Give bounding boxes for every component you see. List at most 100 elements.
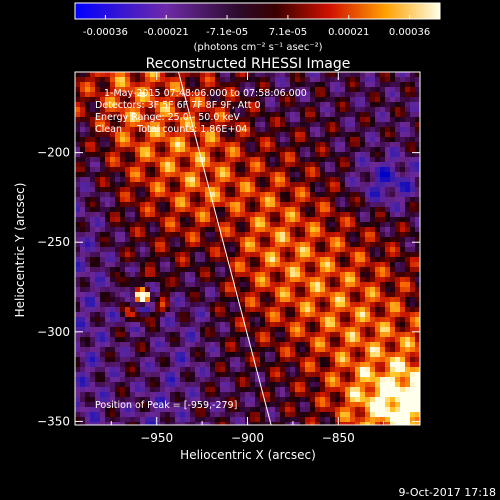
heatmap-cell xyxy=(340,412,346,418)
heatmap-cell xyxy=(80,232,86,238)
heatmap-cell xyxy=(265,407,271,413)
heatmap-cell xyxy=(380,212,386,218)
heatmap-cell xyxy=(380,207,386,213)
heatmap-cell xyxy=(365,142,371,148)
heatmap-cell xyxy=(275,327,281,333)
heatmap-cell xyxy=(170,212,176,218)
heatmap-cell xyxy=(160,117,166,123)
heatmap-cell xyxy=(215,387,221,393)
heatmap-cell xyxy=(205,372,211,378)
heatmap-cell xyxy=(90,362,96,368)
heatmap-cell xyxy=(415,302,420,308)
heatmap-cell xyxy=(210,242,216,248)
heatmap-cell xyxy=(245,377,251,383)
heatmap-cell xyxy=(400,237,406,243)
heatmap-cell xyxy=(365,257,371,263)
heatmap-cell xyxy=(305,392,311,398)
heatmap-cell xyxy=(365,397,371,403)
heatmap-cell xyxy=(75,327,81,333)
heatmap-cell xyxy=(110,367,116,373)
heatmap-cell xyxy=(165,187,171,193)
heatmap-cell xyxy=(280,232,286,238)
heatmap-cell xyxy=(355,197,361,203)
heatmap-cell xyxy=(410,407,416,413)
heatmap-cell xyxy=(195,112,201,118)
heatmap-cell xyxy=(310,167,316,173)
heatmap-cell xyxy=(235,392,241,398)
heatmap-cell xyxy=(135,212,141,218)
heatmap-cell xyxy=(325,287,331,293)
heatmap-cell xyxy=(415,137,420,143)
heatmap-cell xyxy=(120,412,126,418)
heatmap-cell xyxy=(310,122,316,128)
heatmap-cell xyxy=(125,177,131,183)
heatmap-cell xyxy=(130,247,136,253)
heatmap-cell xyxy=(300,342,306,348)
heatmap-cell xyxy=(265,422,271,425)
heatmap-cell xyxy=(175,192,181,198)
heatmap-cell xyxy=(75,387,81,393)
heatmap-cell xyxy=(205,397,211,403)
heatmap-cell xyxy=(190,302,196,308)
heatmap-cell xyxy=(155,152,161,158)
heatmap-cell xyxy=(85,302,91,308)
heatmap-cell xyxy=(140,357,146,363)
heatmap-cell xyxy=(155,367,161,373)
heatmap-cell xyxy=(105,132,111,138)
heatmap-cell xyxy=(120,142,126,148)
heatmap-cell xyxy=(375,317,381,323)
heatmap-cell xyxy=(165,122,171,128)
heatmap-cell xyxy=(310,357,316,363)
heatmap-cell xyxy=(340,292,346,298)
heatmap-cell xyxy=(205,77,211,83)
heatmap-cell xyxy=(315,262,321,268)
heatmap-cell xyxy=(255,277,261,283)
heatmap-cell xyxy=(225,242,231,248)
heatmap-cell xyxy=(310,82,316,88)
heatmap-cell xyxy=(75,217,81,223)
heatmap-cell xyxy=(195,202,201,208)
heatmap-cell xyxy=(325,397,331,403)
heatmap-cell xyxy=(395,72,401,78)
heatmap-cell xyxy=(280,132,286,138)
heatmap-cell xyxy=(340,177,346,183)
heatmap-cell xyxy=(320,112,326,118)
heatmap-cell xyxy=(235,137,241,143)
heatmap-cell xyxy=(350,337,356,343)
heatmap-cell xyxy=(315,392,321,398)
heatmap-cell xyxy=(115,262,121,268)
heatmap-cell xyxy=(350,162,356,168)
heatmap-cell xyxy=(80,87,86,93)
heatmap-cell xyxy=(410,387,416,393)
heatmap-cell xyxy=(230,367,236,373)
heatmap-cell xyxy=(155,102,161,108)
heatmap-cell xyxy=(110,362,116,368)
heatmap-cell xyxy=(160,272,166,278)
heatmap-cell xyxy=(235,237,241,243)
heatmap-cell xyxy=(105,212,111,218)
heatmap-cell xyxy=(405,162,411,168)
heatmap-cell xyxy=(255,87,261,93)
heatmap-cell xyxy=(275,122,281,128)
heatmap-cell xyxy=(340,207,346,213)
heatmap-cell xyxy=(350,172,356,178)
heatmap-cell xyxy=(220,312,226,318)
heatmap-cell xyxy=(395,292,401,298)
heatmap-cell xyxy=(145,392,151,398)
heatmap-cell xyxy=(295,167,301,173)
plot-area: −950 −900 −850−350−300−250−200 xyxy=(37,71,421,445)
heatmap-cell xyxy=(160,312,166,318)
heatmap-cell xyxy=(235,347,241,353)
heatmap-cell xyxy=(150,392,156,398)
heatmap-cell xyxy=(275,247,281,253)
heatmap-cell xyxy=(350,177,356,183)
heatmap-cell xyxy=(290,337,296,343)
heatmap-cell xyxy=(290,72,296,78)
heatmap-cell xyxy=(180,77,186,83)
heatmap-cell xyxy=(95,227,101,233)
heatmap-cell xyxy=(350,402,356,408)
heatmap-cell xyxy=(370,192,376,198)
heatmap-cell xyxy=(80,302,86,308)
heatmap-cell xyxy=(395,177,401,183)
heatmap-cell xyxy=(125,402,131,408)
